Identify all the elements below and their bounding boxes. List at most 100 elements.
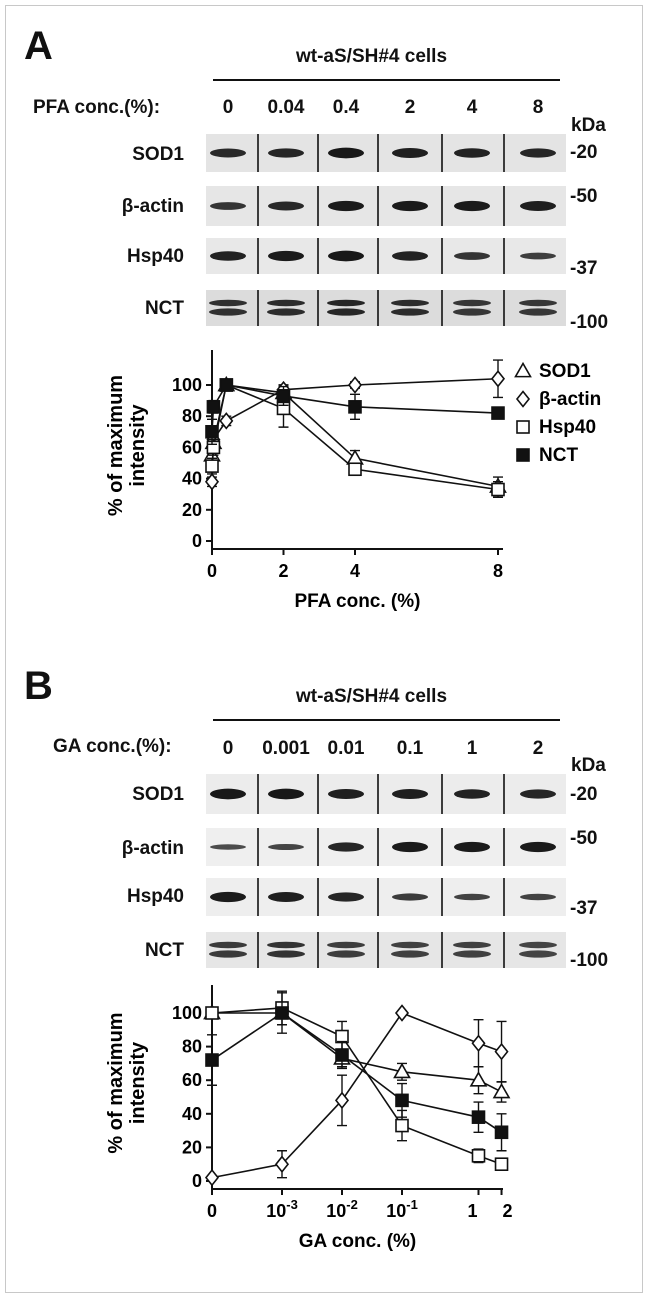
- lane-label: 0.01: [327, 738, 365, 759]
- blot-band: [454, 893, 490, 901]
- blot-band: [210, 844, 246, 850]
- blot-band: [268, 843, 304, 851]
- blot-band: [210, 148, 246, 158]
- data-point: [469, 1071, 488, 1087]
- protein-label: SOD1: [132, 144, 184, 165]
- kda-label: kDa: [571, 115, 606, 136]
- data-point: [393, 1062, 411, 1079]
- figure-frame: [5, 5, 643, 1293]
- legend: SOD1 β-actin Hsp40 NCT: [514, 361, 601, 466]
- panel-letter: A: [24, 24, 53, 68]
- data-point: [334, 1091, 350, 1110]
- legend-marker: [514, 361, 532, 378]
- blot-band: [268, 788, 304, 800]
- y-tick-label: 80: [182, 406, 202, 426]
- data-point: [276, 389, 291, 403]
- blot-strip: [206, 134, 566, 172]
- series-line: [211, 1012, 502, 1179]
- series-Hsp40: [205, 990, 509, 1171]
- blot-bands: [210, 238, 556, 274]
- series-line: [211, 1012, 502, 1133]
- kda-marker: -100: [570, 312, 609, 333]
- blot-band: [454, 252, 490, 260]
- data-point: [335, 1048, 349, 1062]
- cell-line-rule: [213, 719, 560, 721]
- x-tick-label: 4: [350, 561, 360, 581]
- legend-marker: [516, 420, 530, 434]
- data-point: [348, 462, 362, 477]
- blot-strip: [206, 932, 566, 968]
- legend-marker: [516, 448, 530, 462]
- data-point: [395, 1093, 409, 1108]
- cell-line-label: wt-aS/SH#4 cells: [296, 46, 448, 67]
- data-point: [347, 376, 363, 394]
- blot-strip: [206, 238, 566, 274]
- legend-marker: [515, 390, 531, 408]
- cell-line-label: wt-aS/SH#4 cells: [296, 686, 448, 707]
- blot-band: [520, 789, 556, 799]
- x-tick-label: 8: [493, 561, 503, 581]
- y-tick-label: 0: [192, 1171, 202, 1191]
- blot-band: [454, 148, 490, 158]
- kda-marker: -100: [570, 950, 609, 971]
- data-point: [205, 1006, 219, 1020]
- data-point: [274, 1155, 290, 1173]
- blot-band: [328, 200, 364, 212]
- blot-band: [267, 299, 305, 307]
- blot-band: [520, 148, 556, 158]
- ga-line-chart: 0 20 40 60 80 100 0 10-3 10-2 10-1 1 2 GA conc. (%)%…: [105, 985, 513, 1252]
- data-point: [205, 1053, 219, 1067]
- kda-marker: -20: [570, 142, 598, 163]
- data-point: [219, 378, 234, 392]
- blot-strip: [206, 828, 566, 866]
- data-point: [395, 1118, 409, 1133]
- blot-band: [268, 148, 304, 158]
- blot-band: [391, 950, 429, 958]
- lane-label: 0.4: [332, 97, 360, 118]
- blot-band: [519, 308, 557, 316]
- lane-label: 2: [532, 738, 544, 759]
- x-tick-label: 10-3: [266, 1197, 298, 1221]
- protein-label: SOD1: [132, 784, 184, 805]
- data-point: [471, 1149, 486, 1163]
- data-point: [204, 1168, 220, 1187]
- blot-bands: [210, 828, 556, 866]
- blot-band: [519, 950, 557, 958]
- blot-band: [519, 941, 557, 949]
- blot-band: [209, 950, 247, 958]
- blot-band: [327, 950, 365, 958]
- kda-label: kDa: [571, 755, 606, 776]
- lane-label: 4: [466, 97, 478, 118]
- blot-band: [210, 202, 246, 210]
- blot-strip: [206, 878, 566, 916]
- blot-strip: [206, 774, 566, 814]
- blot-band: [268, 201, 304, 211]
- blot-band: [209, 308, 247, 316]
- data-point: [492, 1082, 511, 1099]
- blot-band: [328, 147, 364, 159]
- lane-label: 0: [222, 97, 234, 118]
- blot-band: [392, 251, 428, 261]
- y-tick-label: 40: [182, 1104, 202, 1124]
- y-tick-label: 20: [182, 500, 202, 520]
- blot-band: [328, 842, 364, 852]
- data-point: [206, 400, 221, 414]
- data-point: [348, 400, 362, 414]
- data-point: [206, 440, 221, 455]
- blot-band: [454, 789, 490, 799]
- y-axis-label: % of maximumintensity: [105, 1012, 149, 1153]
- x-axis-label: PFA conc. (%): [295, 591, 421, 612]
- blot-bands: [210, 186, 556, 226]
- data-point: [205, 459, 219, 473]
- data-point: [490, 369, 506, 388]
- blot-band: [268, 892, 304, 902]
- data-point: [491, 482, 505, 497]
- blot-band: [328, 789, 364, 799]
- lane-label: 0: [222, 738, 234, 759]
- blot-band: [267, 941, 305, 949]
- blot-band: [267, 308, 305, 316]
- kda-marker: -50: [570, 828, 598, 849]
- blot-band: [519, 299, 557, 307]
- cell-line-rule: [213, 79, 560, 81]
- kda-marker: -37: [570, 258, 598, 279]
